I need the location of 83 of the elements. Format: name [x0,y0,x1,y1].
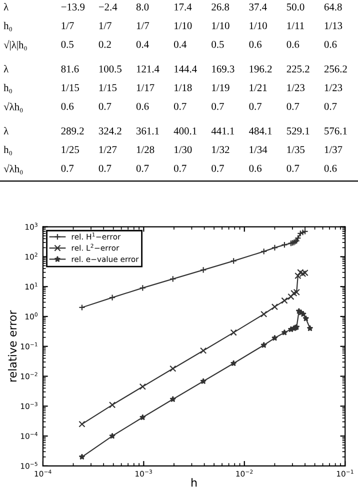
text: 0.7 [212,102,224,110]
text: 0.6 [249,40,262,48]
text: 0.4 [136,40,149,48]
text: 196.2 [250,65,272,73]
text: 0.6 [324,40,337,48]
text: 0.7 [174,102,186,110]
text: 324.2 [98,127,122,135]
text: 361.1 [136,127,159,135]
text: 1/7 [136,22,150,30]
text: 0.6 [249,164,262,172]
text: 144.4 [174,65,197,73]
text: h₀ [4,146,12,156]
text: 1/25 [62,146,79,154]
text: 169.3 [212,65,234,73]
text: 1/23 [324,84,342,92]
text: 0.7 [61,164,74,172]
text: 1/10 [250,22,267,30]
text: λ [4,127,9,134]
text: 1/7 [99,22,112,30]
text: 0.6 [61,102,74,110]
text: 225.2 [286,65,310,73]
text: 37.4 [249,3,267,11]
text: −2.4 [98,3,118,11]
text: 529.1 [287,127,310,135]
text: 0.7 [286,102,300,110]
text: 1/19 [212,84,230,92]
text: −13.9 [61,3,85,11]
text: 0.7 [174,164,186,172]
text: 1/10 [174,22,192,30]
text: 17.4 [174,4,192,11]
text: h₀ [4,84,12,94]
x-axis-title: h [192,478,197,487]
text: h₀ [4,22,12,32]
text: 1/10 [212,22,230,30]
text: 1/18 [174,84,192,92]
text: λ [4,65,9,72]
text: 1/32 [212,146,230,154]
text: 1/23 [287,84,305,92]
text: 0.7 [98,102,112,110]
text: 400.1 [174,127,196,135]
text: 0.4 [174,40,186,48]
text: 0.5 [212,40,224,48]
text: 441.1 [211,127,234,135]
text: √|λ|h₀ [4,40,27,51]
text: 484.1 [249,127,272,135]
text: 1/21 [250,84,267,92]
text: 1/17 [136,84,154,92]
text: 81.6 [61,65,79,73]
text: 1/15 [62,84,79,92]
text: 0.7 [286,164,300,172]
text: 0.6 [324,164,337,172]
text: 576.1 [324,127,347,135]
text: 121.4 [136,65,160,73]
text: 1/27 [99,146,117,154]
text: 289.2 [61,127,84,135]
text: 0.7 [324,102,337,110]
text: 0.7 [136,164,149,172]
text: 50.0 [287,3,304,11]
text: 1/35 [287,146,305,154]
text: 1/34 [250,146,268,154]
text: 1/13 [324,22,342,30]
text: 1/37 [324,146,342,154]
text: 8.0 [136,3,149,11]
text: 0.7 [249,102,262,110]
text: 0.7 [212,164,224,172]
text: 0.5 [61,40,74,48]
text: 256.2 [324,65,347,73]
text: 26.8 [212,3,230,11]
text: 1/30 [174,146,192,154]
text: 100.5 [99,65,122,73]
text: 0.6 [286,40,300,48]
text: λ [4,3,9,10]
text: √λh₀ [4,102,23,112]
text: 64.8 [324,3,342,11]
text: 0.7 [98,164,112,172]
text: 1/7 [62,22,74,30]
text: 0.2 [98,40,111,48]
text: 1/11 [287,22,304,30]
text: 1/28 [136,146,154,154]
y-axis-title: relative error [8,310,17,382]
text: √λh₀ [4,164,23,174]
text: 1/15 [99,84,117,92]
text: 0.6 [136,102,149,110]
